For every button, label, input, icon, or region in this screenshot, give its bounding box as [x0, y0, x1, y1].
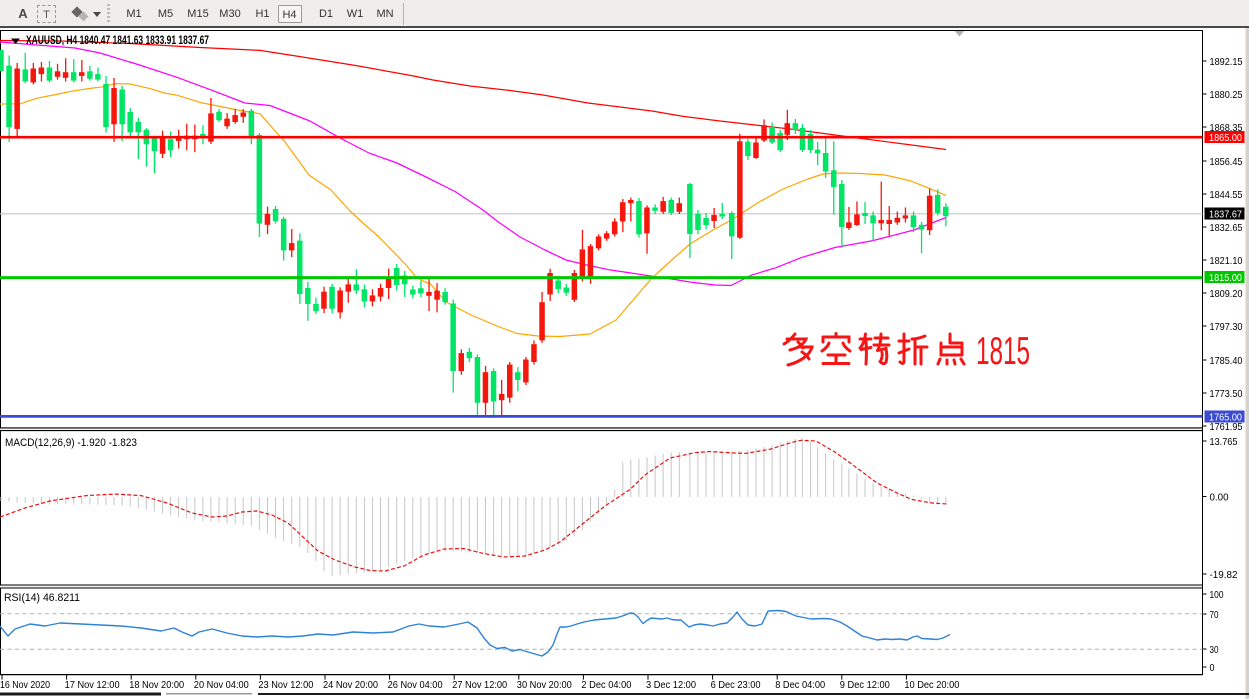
svg-text:16 Nov 2020: 16 Nov 2020: [0, 679, 50, 691]
svg-text:0: 0: [1210, 662, 1215, 674]
svg-text:0.00: 0.00: [1210, 492, 1229, 504]
svg-text:1809.20: 1809.20: [1210, 288, 1243, 300]
svg-text:9 Dec 12:00: 9 Dec 12:00: [840, 679, 890, 691]
svg-text:1815: 1815: [976, 330, 1030, 373]
svg-text:23 Nov 12:00: 23 Nov 12:00: [258, 679, 313, 691]
svg-text:1880.25: 1880.25: [1210, 89, 1243, 101]
svg-text:6 Dec 23:00: 6 Dec 23:00: [711, 679, 761, 691]
svg-text:1865.00: 1865.00: [1209, 132, 1242, 144]
svg-text:2 Dec 04:00: 2 Dec 04:00: [581, 679, 631, 691]
svg-text:MACD(12,26,9) -1.920 -1.823: MACD(12,26,9) -1.920 -1.823: [5, 437, 137, 449]
svg-text:18 Nov 20:00: 18 Nov 20:00: [129, 679, 184, 691]
svg-text:20 Nov 04:00: 20 Nov 04:00: [194, 679, 249, 691]
svg-text:24 Nov 20:00: 24 Nov 20:00: [323, 679, 378, 691]
svg-text:1856.45: 1856.45: [1210, 156, 1243, 168]
svg-text:26 Nov 04:00: 26 Nov 04:00: [388, 679, 443, 691]
svg-text:30 Nov 20:00: 30 Nov 20:00: [517, 679, 572, 691]
svg-text:1761.95: 1761.95: [1210, 421, 1243, 433]
svg-text:RSI(14) 46.8211: RSI(14) 46.8211: [4, 592, 80, 604]
svg-text:27 Nov 12:00: 27 Nov 12:00: [452, 679, 507, 691]
svg-text:70: 70: [1210, 609, 1219, 621]
svg-text:1765.00: 1765.00: [1209, 412, 1242, 424]
svg-text:1821.10: 1821.10: [1210, 255, 1243, 267]
svg-text:10 Dec 20:00: 10 Dec 20:00: [904, 679, 959, 691]
svg-text:-19.82: -19.82: [1210, 569, 1238, 581]
svg-text:100: 100: [1210, 589, 1224, 601]
svg-text:1837.67: 1837.67: [1209, 209, 1242, 221]
svg-text:3 Dec 12:00: 3 Dec 12:00: [646, 679, 696, 691]
svg-text:13.765: 13.765: [1210, 436, 1238, 448]
svg-text:1832.65: 1832.65: [1210, 222, 1243, 234]
svg-text:8 Dec 04:00: 8 Dec 04:00: [775, 679, 825, 691]
svg-text:1844.55: 1844.55: [1210, 189, 1243, 201]
svg-text:1815.00: 1815.00: [1209, 272, 1242, 284]
svg-text:1797.30: 1797.30: [1210, 321, 1243, 333]
svg-text:1785.40: 1785.40: [1210, 355, 1243, 367]
svg-text:17 Nov 12:00: 17 Nov 12:00: [65, 679, 120, 691]
svg-text:1892.15: 1892.15: [1210, 56, 1243, 68]
svg-text:30: 30: [1210, 644, 1219, 656]
svg-text:1773.50: 1773.50: [1210, 388, 1243, 400]
svg-text:XAUUSD, H4 1840.47 1841.63 18: XAUUSD, H4 1840.47 1841.63 1833.91 1837.…: [26, 35, 209, 47]
